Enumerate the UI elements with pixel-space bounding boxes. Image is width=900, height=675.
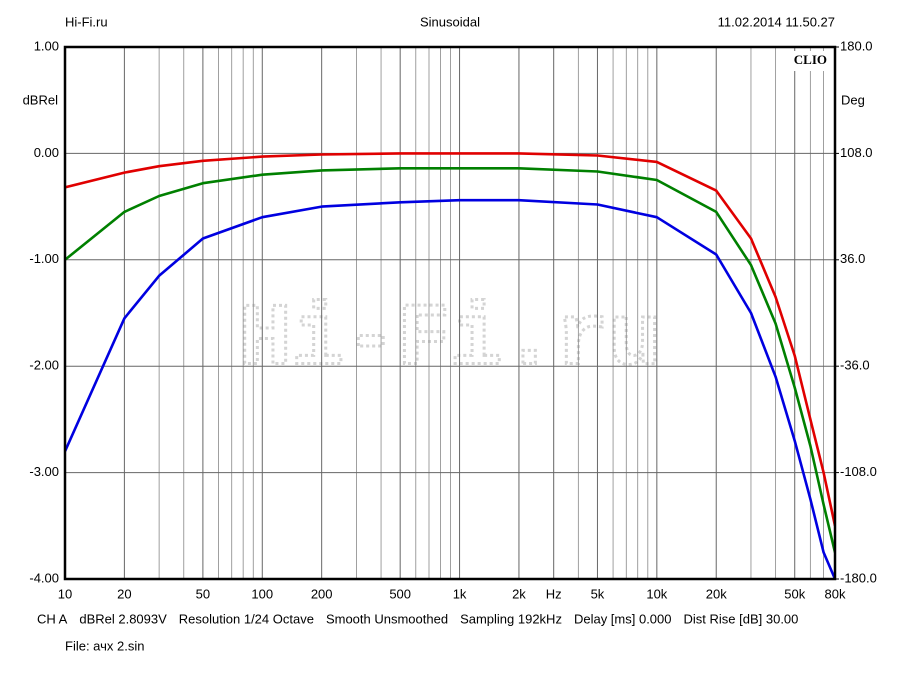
chart-title: Sinusoidal (420, 14, 480, 29)
y-tick-label: 0.00 (34, 145, 59, 160)
series-line (65, 152, 835, 527)
x-tick-label: 100 (251, 586, 273, 601)
file-name: File: ачх 2.sin (65, 638, 144, 653)
x-tick-label: 2k (512, 586, 526, 601)
y2-tick-label: -180.0 (840, 570, 877, 585)
footer-item: Resolution 1/24 Octave (179, 611, 314, 626)
brand-label: CLIO (794, 52, 827, 67)
footer: CH A dBRel 2.8093V Resolution 1/24 Octave S… (37, 611, 798, 626)
x-tick-label: 20 (117, 586, 131, 601)
x-tick-label: 1k (453, 586, 467, 601)
x-tick-label: 10k (646, 586, 667, 601)
series-line (65, 198, 835, 579)
plot-frame (63, 45, 837, 581)
y2-tick-label: 108.0 (840, 145, 873, 160)
y-tick-label: -1.00 (29, 251, 59, 266)
watermark: Hi-Fi.ru (239, 291, 661, 390)
y-tick-label: -2.00 (29, 358, 59, 373)
footer-item: dBRel 2.8093V (79, 611, 167, 626)
y2-tick-label: 36.0 (840, 251, 865, 266)
x-tick-label: 80k (825, 586, 846, 601)
y2-tick-label: -36.0 (840, 358, 870, 373)
y-tick-label: -3.00 (29, 464, 59, 479)
y-tick-label: 1.00 (34, 38, 59, 53)
footer-item: Sampling 192kHz (460, 611, 562, 626)
footer-item: CH A (37, 611, 68, 626)
header-right: 11.02.2014 11.50.27 (718, 14, 835, 29)
y2-axis-label: Deg (841, 92, 865, 107)
y-axis-label: dBRel (23, 92, 59, 107)
x-tick-label: 50 (196, 586, 210, 601)
y-tick-label: -4.00 (29, 570, 59, 585)
y2-tick-label: -108.0 (840, 464, 877, 479)
x-tick-label: 10 (58, 586, 72, 601)
x-tick-label: 5k (591, 586, 605, 601)
y2-tick-label: 180.0 (840, 38, 873, 53)
footer-item: Dist Rise [dB] 30.00 (684, 611, 799, 626)
footer-item: Smooth Unsmoothed (326, 611, 448, 626)
x-tick-label: 500 (389, 586, 411, 601)
x-tick-label: 20k (706, 586, 727, 601)
footer-item: Delay [ms] 0.000 (574, 611, 672, 626)
x-tick-label: 200 (311, 586, 333, 601)
header-left: Hi-Fi.ru (65, 14, 108, 29)
series-line (65, 167, 835, 553)
x-tick-label: 50k (784, 586, 805, 601)
brand-box (777, 51, 831, 71)
x-tick-label: Hz (546, 586, 562, 601)
